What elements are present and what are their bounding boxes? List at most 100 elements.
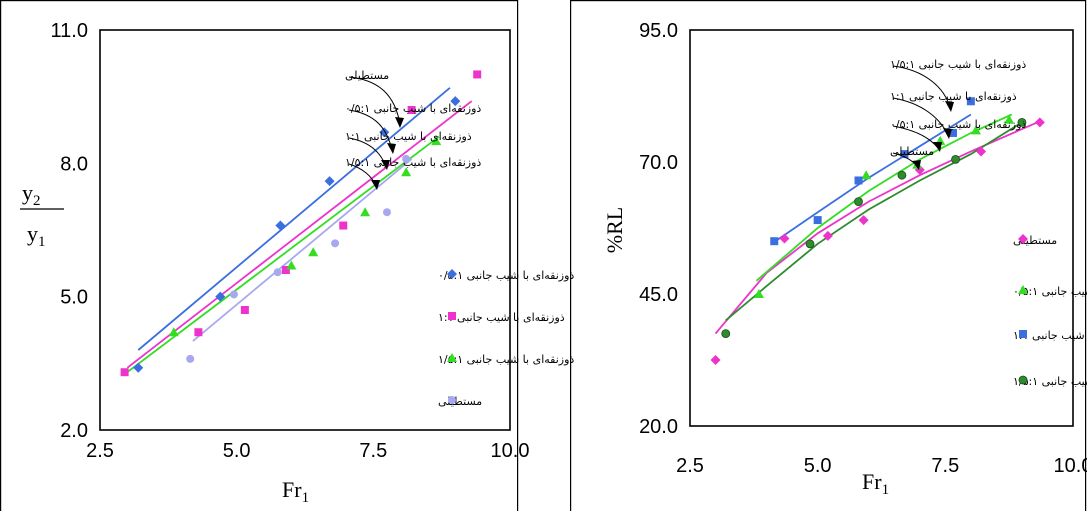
right-x-tick-label: 10.0 bbox=[1054, 455, 1087, 477]
right-legend-marker-3 bbox=[1019, 330, 1027, 338]
left-series-2-point bbox=[407, 106, 416, 114]
right-x-tick-label: 5.0 bbox=[804, 455, 832, 477]
right-series-2-point bbox=[970, 125, 981, 135]
left-series-1-point bbox=[133, 362, 144, 373]
right-annotation-arrowhead-2 bbox=[943, 128, 952, 139]
left-legend: ذوزنقه‌ای با شیب جانبی ۰/۵:۱ ذوزنقه‌ای ب… bbox=[438, 269, 574, 408]
right-series-3-point bbox=[854, 176, 863, 185]
left-series-4-point bbox=[186, 354, 195, 363]
left-chart: 2.0 5.0 8.0 11.0 2.5 5.0 7.5 10.0 y2 y1 Fr1 ذوز… bbox=[20, 20, 574, 506]
right-series-3-point bbox=[966, 97, 975, 106]
right-annotation-1: ذوزنقه‌ای با شیب جانبی ۱/۵:۱ bbox=[890, 58, 1026, 71]
left-y-label-numerator: y2 bbox=[22, 180, 41, 209]
left-legend-label-1: ذوزنقه‌ای با شیب جانبی ۰/۵:۱ bbox=[438, 269, 574, 282]
left-panel-frame bbox=[0, 0, 519, 511]
left-y-tick-label: 11.0 bbox=[51, 20, 88, 42]
left-x-tick-label: 5.0 bbox=[223, 440, 251, 462]
right-annotation-arrowhead-3 bbox=[933, 142, 942, 152]
right-series-1-point bbox=[858, 215, 869, 226]
left-x-tick-label: 2.5 bbox=[86, 440, 114, 462]
left-series-4-point bbox=[273, 268, 282, 277]
right-trendline-1 bbox=[714, 121, 1038, 335]
right-legend-label-2: ذوزنقه‌ای با شیب جانبی ۰/۵:۱ bbox=[1013, 285, 1087, 298]
right-series-1-point bbox=[976, 146, 987, 157]
left-series-3-point bbox=[308, 247, 319, 257]
left-series-3-point bbox=[401, 167, 412, 177]
right-y-tick-label: 95.0 bbox=[639, 20, 678, 42]
left-series-4-point bbox=[331, 239, 340, 248]
right-series-4-point bbox=[1017, 118, 1027, 127]
right-series-4-point bbox=[721, 329, 731, 338]
left-legend-marker-3 bbox=[447, 353, 457, 362]
left-y-label-denominator: y1 bbox=[27, 221, 46, 250]
right-legend-marker-2 bbox=[1018, 285, 1028, 294]
left-annotation-arrowhead-2 bbox=[387, 143, 396, 154]
right-chart: 20.0 45.0 70.0 95.0 2.5 5.0 7.5 10.0 %RL Fr1 مس… bbox=[602, 20, 1087, 498]
left-annotation-arrowhead-3 bbox=[381, 160, 390, 170]
right-series-1-point bbox=[779, 233, 790, 244]
left-series-2-point bbox=[120, 368, 129, 377]
right-series-1-point bbox=[1034, 117, 1045, 128]
left-x-label: Fr1 bbox=[282, 477, 309, 506]
left-legend-label-4: مستطیلی bbox=[438, 395, 482, 408]
right-series-3-point bbox=[813, 216, 822, 225]
left-plot-area bbox=[99, 29, 511, 431]
right-legend-marker-4 bbox=[1018, 375, 1028, 385]
right-annotation-3: ذوزنقه‌ای با شیب جانبی ۰/۵:۱ bbox=[890, 118, 1026, 131]
left-trendline-4 bbox=[192, 158, 413, 342]
right-y-tick-label: 20.0 bbox=[639, 416, 678, 438]
right-legend-label-4: ذوزنقه‌ای با شیب جانبی ۱/۵:۱ bbox=[1013, 375, 1087, 388]
right-x-label: Fr1 bbox=[862, 469, 889, 498]
left-trendlines bbox=[126, 87, 473, 373]
right-x-tick-label: 2.5 bbox=[676, 455, 704, 477]
left-annotation-arrowhead-4 bbox=[371, 180, 380, 190]
left-data-points bbox=[120, 70, 482, 377]
right-annotation-2: ذوزنقه‌ای با شیب جانبی ۱:۱ bbox=[890, 90, 1017, 103]
right-annotation-4: مستطیلی bbox=[890, 145, 934, 158]
left-series-1-point bbox=[450, 96, 461, 107]
right-series-1-point bbox=[822, 230, 833, 241]
right-data-points bbox=[710, 97, 1045, 365]
left-series-2-point bbox=[473, 70, 482, 79]
right-annotations: ذوزنقه‌ای با شیب جانبی ۱/۵:۱ ذوزنقه‌ای ب… bbox=[890, 58, 1026, 170]
right-series-2-point bbox=[861, 170, 872, 180]
left-y-tick-label: 5.0 bbox=[60, 287, 88, 309]
right-legend-label-3: ذوزنقه‌ای با شیب جانبی ۱:۱ bbox=[1013, 329, 1087, 342]
left-series-4-point bbox=[402, 154, 411, 163]
left-trendline-2 bbox=[126, 100, 473, 369]
left-series-2-point bbox=[240, 306, 249, 314]
right-series-4-point bbox=[854, 197, 863, 206]
left-series-4-point bbox=[229, 290, 238, 299]
right-trendline-3 bbox=[771, 113, 972, 245]
left-series-3-point bbox=[286, 260, 297, 270]
left-x-tick-label: 7.5 bbox=[359, 440, 387, 462]
left-annotation-1: مستطیلی bbox=[345, 69, 389, 82]
right-plot-area bbox=[689, 29, 1074, 427]
right-y-tick-label: 70.0 bbox=[639, 152, 678, 174]
right-legend-marker-1 bbox=[1018, 234, 1028, 244]
right-trendline-4 bbox=[725, 121, 1023, 322]
right-legend: مستطیلی ذوزنقه‌ای با شیب جانبی ۰/۵:۱ ذوز… bbox=[1013, 234, 1087, 388]
right-series-2-point bbox=[753, 289, 764, 298]
left-tick-labels: 2.0 5.0 8.0 11.0 2.5 5.0 7.5 10.0 bbox=[51, 20, 530, 462]
left-series-2-point bbox=[194, 328, 203, 337]
left-annotation-4: ذوزنقه‌ای با شیب جانبی ۱/۵:۱ bbox=[345, 156, 481, 169]
left-annotation-2: ذوزنقه‌ای با شیب جانبی ۰/۵:۱ bbox=[345, 102, 481, 115]
left-annotation-3: ذوزنقه‌ای با شیب جانبی ۱:۱ bbox=[345, 130, 472, 143]
right-annotation-arrowhead-4 bbox=[912, 160, 921, 170]
right-series-4-point bbox=[951, 154, 960, 164]
left-legend-marker-1 bbox=[447, 269, 457, 279]
left-trendline-1 bbox=[137, 87, 451, 351]
left-series-3-point bbox=[360, 207, 371, 217]
left-series-1-point bbox=[215, 291, 226, 302]
left-legend-marker-4 bbox=[448, 396, 456, 404]
left-series-2-point bbox=[339, 221, 348, 230]
right-series-2-point bbox=[1004, 114, 1015, 124]
right-panel-frame bbox=[569, 0, 1087, 511]
right-trendline-2 bbox=[755, 113, 1013, 282]
right-series-1-point bbox=[710, 355, 721, 365]
right-series-3-point bbox=[770, 237, 779, 246]
left-annotation-arrowhead-1 bbox=[395, 117, 404, 128]
left-series-1-point bbox=[275, 220, 286, 231]
